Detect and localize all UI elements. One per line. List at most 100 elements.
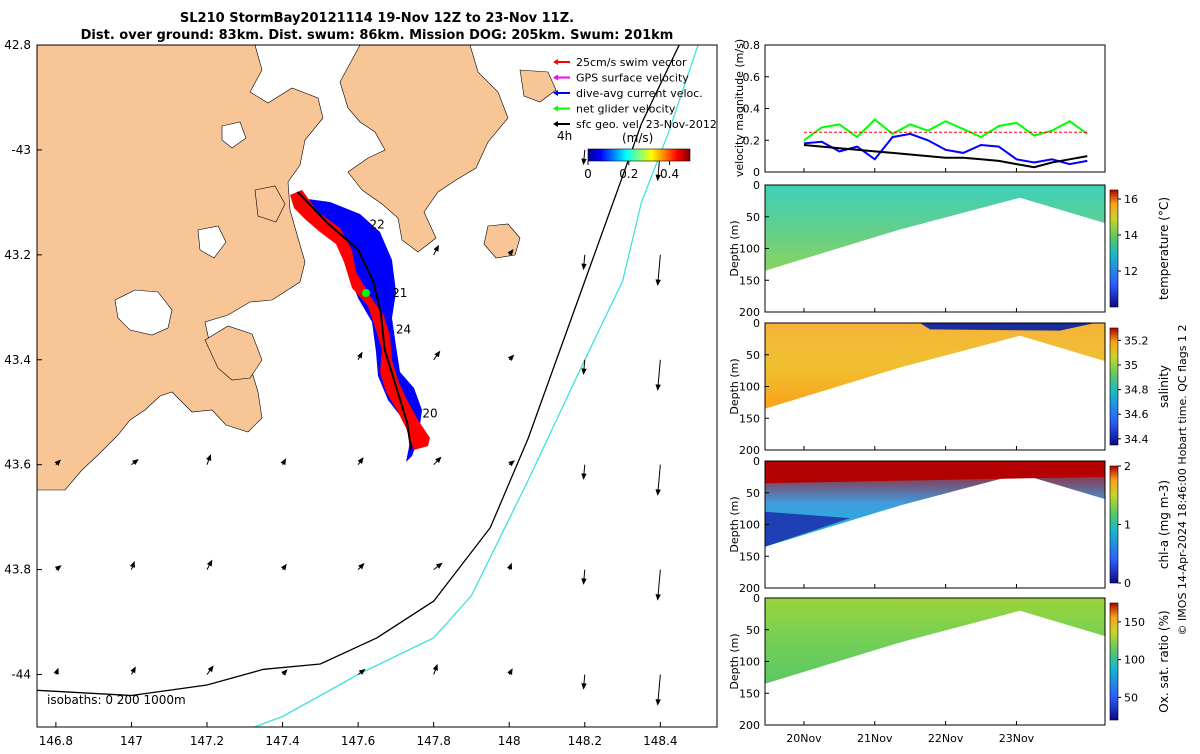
legend-swatch-head bbox=[553, 90, 558, 96]
geo-arrow-head bbox=[655, 699, 661, 706]
legend-swatch-head bbox=[553, 74, 558, 81]
glider-track-line bbox=[296, 191, 412, 450]
oxygen-section: 0 50 100 150 200 Depth (m) 50 100 150 Ox. sat. ra… bbox=[728, 592, 1171, 732]
speed-colorbar-tick-label: 0 bbox=[584, 167, 592, 181]
geo-arrow-head bbox=[506, 562, 513, 570]
section-colorbar-tick-label: 16 bbox=[1124, 193, 1138, 206]
geo-arrow-head bbox=[655, 489, 661, 496]
map-frame bbox=[36, 44, 718, 728]
map-x-ticks: 146.8 147 147.2 147.4 147.6 147.8 148 148.2 148.… bbox=[39, 722, 678, 748]
velocity-panel: 0 0.2 0.4 0.6 0.8 velocity magnitude (m/s) bbox=[733, 39, 1106, 179]
legend-label: sfc geo. vel. 23-Nov-2012 bbox=[576, 118, 717, 131]
section-y-tick-label: 50 bbox=[746, 349, 760, 362]
temperature-section: 0 50 100 150 200 Depth (m) 12 14 16 temperature (… bbox=[728, 179, 1171, 319]
isobath-1000m bbox=[252, 45, 699, 727]
geo-arrow-head bbox=[581, 368, 587, 375]
chlorophyll-section: 0 50 100 150 200 Depth (m) 0 1 2 chl-a (mg m-3) bbox=[728, 455, 1171, 595]
map-panel: 22 21 24 20 146.8 147 147.2 147.4 147.6 147.8 148… bbox=[4, 38, 718, 748]
section-data-area bbox=[765, 185, 1105, 271]
section-y-tick-label: 100 bbox=[739, 519, 760, 532]
map-x-tick-label: 148.4 bbox=[643, 734, 677, 748]
high-chl-layer bbox=[765, 461, 1105, 484]
velocity-series-line bbox=[803, 118, 1088, 142]
section-y-tick-label: 200 bbox=[739, 444, 760, 457]
time-tick-label: 21Nov bbox=[857, 732, 893, 745]
section-y-tick-label: 100 bbox=[739, 243, 760, 256]
sfc-geo-velocity-arrows bbox=[53, 149, 661, 706]
speed-colorbar-ticks: 0 0.2 0.4 bbox=[584, 161, 679, 181]
section-y-tick-label: 0 bbox=[753, 317, 760, 330]
map-y-tick-label: 43.6 bbox=[4, 458, 31, 472]
geo-arrow-head bbox=[280, 458, 286, 466]
geo-arrow-head bbox=[280, 563, 287, 571]
geo-arrow-head bbox=[655, 594, 661, 601]
section-y-tick-label: 100 bbox=[739, 381, 760, 394]
low-salinity-patch bbox=[920, 323, 1095, 331]
section-colorbar-tick-label: 0 bbox=[1124, 577, 1131, 590]
section-colorbar-tick-label: 100 bbox=[1124, 654, 1145, 667]
section-data-area bbox=[765, 461, 1105, 547]
section-ylabel: Depth (m) bbox=[728, 633, 741, 689]
low-chl-patch bbox=[765, 511, 850, 547]
time-tick-label: 23Nov bbox=[999, 732, 1035, 745]
isobaths-label: isobaths: 0 200 1000m bbox=[47, 693, 186, 707]
title-line-1: SL210 StormBay20121114 19-Nov 12Z to 23-… bbox=[180, 11, 574, 26]
section-colorbar-tick-label: 1 bbox=[1124, 519, 1131, 532]
geo-arrow-head bbox=[655, 174, 661, 182]
map-x-tick-label: 147 bbox=[120, 734, 143, 748]
geo-arrow-head bbox=[507, 248, 514, 256]
velocity-series bbox=[803, 118, 1088, 169]
geo-arrow-head bbox=[507, 668, 513, 676]
map-x-tick-label: 146.8 bbox=[39, 734, 73, 748]
section-y-tick-label: 200 bbox=[739, 719, 760, 732]
legend-swatch-head bbox=[553, 59, 558, 65]
section-y-tick-label: 50 bbox=[746, 487, 760, 500]
geo-arrow-head bbox=[581, 683, 587, 690]
salinity-section: 0 50 100 150 200 Depth (m) 34.4 34.6 34.8 35 35.2 s… bbox=[728, 317, 1171, 457]
section-y-tick-label: 150 bbox=[739, 550, 760, 563]
section-colorbar-tick-label: 14 bbox=[1124, 229, 1138, 242]
map-x-tick-label: 147.2 bbox=[190, 734, 224, 748]
day-label: 24 bbox=[396, 323, 411, 337]
geo-arrow-head bbox=[432, 663, 438, 671]
map-y-tick-label: 42.8 bbox=[4, 38, 31, 52]
section-colorbar bbox=[1109, 189, 1119, 308]
section-colorbar-tick-label: 35 bbox=[1124, 359, 1138, 372]
section-colorbar-tick-label: 35.2 bbox=[1124, 334, 1149, 347]
geo-arrow-head bbox=[357, 351, 363, 359]
map-land bbox=[37, 45, 557, 491]
section-colorbar-tick-label: 150 bbox=[1124, 616, 1145, 629]
legend-label: dive-avg current veloc. bbox=[576, 87, 703, 100]
section-colorbar bbox=[1109, 465, 1119, 584]
speed-colorbar bbox=[587, 148, 691, 162]
section-y-tick-label: 200 bbox=[739, 582, 760, 595]
geo-arrow-head bbox=[507, 354, 515, 362]
time-tick-label: 22Nov bbox=[928, 732, 964, 745]
velocity-y-tick-label: 0.8 bbox=[743, 39, 761, 52]
section-y-tick-label: 0 bbox=[753, 592, 760, 605]
day-labels: 22 21 24 20 bbox=[369, 218, 437, 421]
velocity-y-tick-label: 0.2 bbox=[743, 134, 761, 147]
map-y-tick-label: 43.8 bbox=[4, 563, 31, 577]
title-line-2: Dist. over ground: 83km. Dist. swum: 86k… bbox=[81, 28, 674, 43]
section-data-area bbox=[765, 598, 1105, 684]
section-colorbar-label: chl-a (mg m-3) bbox=[1157, 480, 1171, 569]
scale-label-4h: 4h bbox=[557, 129, 572, 143]
velocity-y-ticks: 0 0.2 0.4 0.6 0.8 bbox=[743, 39, 769, 179]
section-y-tick-label: 200 bbox=[739, 306, 760, 319]
geo-arrow-head bbox=[433, 244, 439, 252]
section-ylabel: Depth (m) bbox=[728, 220, 741, 276]
geo-arrow-head bbox=[357, 457, 364, 464]
section-colorbar-label: temperature (°C) bbox=[1157, 197, 1171, 300]
geo-arrow-head bbox=[207, 665, 214, 673]
geo-arrow-head bbox=[130, 666, 136, 674]
section-y-tick-label: 0 bbox=[753, 455, 760, 468]
geo-arrow-head bbox=[358, 562, 365, 570]
map-y-tick-label: -44 bbox=[11, 668, 31, 682]
map-y-tick-label: -43 bbox=[11, 143, 31, 157]
day-label: 22 bbox=[369, 218, 384, 232]
geo-arrow-head bbox=[53, 667, 59, 675]
geo-arrow-head bbox=[54, 565, 62, 572]
geo-arrow-head bbox=[655, 279, 661, 287]
